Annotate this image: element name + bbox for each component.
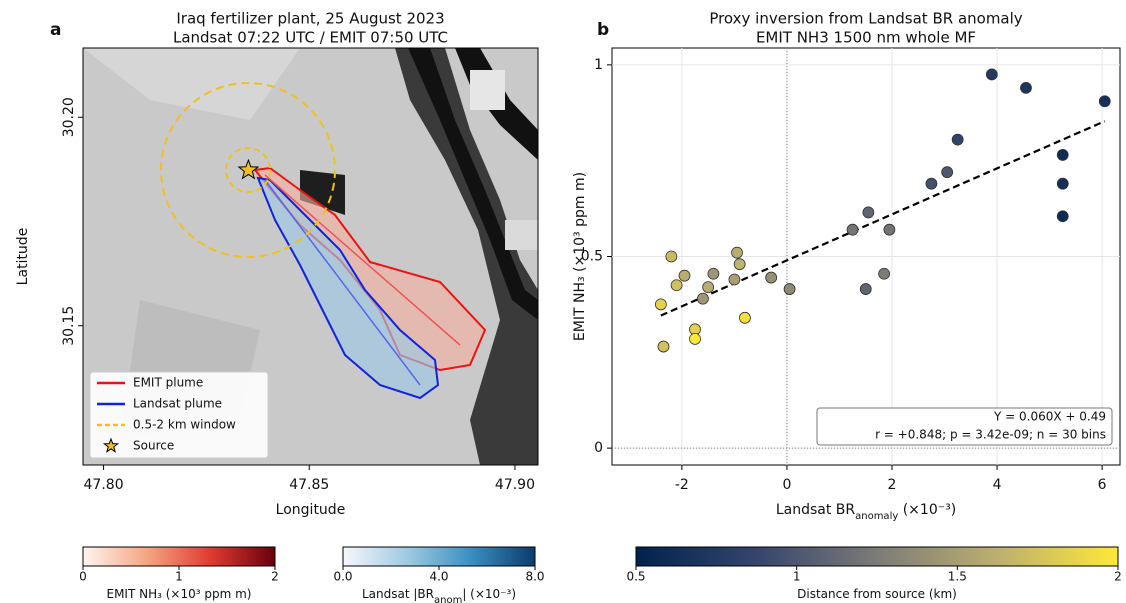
annotation-box (816, 407, 1113, 446)
point (951, 133, 964, 146)
x-axis-label: Longitude (276, 502, 346, 518)
y-axis-label-part: EMIT NH₃ (×10³ ppm m) (572, 172, 588, 341)
x-tick-label: 6 (1098, 477, 1107, 493)
colorbar-tick-label: 0 (79, 570, 87, 584)
x-axis-label-part: (×10⁻³) (898, 502, 956, 518)
y-tick-label: 30.15 (61, 306, 77, 346)
x-tick-label: 0 (782, 477, 791, 493)
point (862, 206, 875, 219)
point (1098, 95, 1111, 108)
colorbar-label: EMIT NH₃ (×10³ ppm m) (107, 587, 252, 601)
colorbar-tick-label: 2 (271, 570, 279, 584)
annotation: Y = 0.060X + 0.49 (993, 410, 1106, 424)
point (665, 250, 678, 263)
colorbar-label-part: | (×10⁻³) (462, 587, 516, 601)
colorbar-tick-label: 0.0 (333, 570, 352, 584)
legend-label: 0.5-2 km window (133, 418, 236, 432)
point (878, 267, 891, 280)
chart-title: Proxy inversion from Landsat BR anomaly (709, 10, 1022, 28)
chart-title: Iraq fertilizer plant, 25 August 2023 (176, 10, 444, 28)
panel-label: b (597, 20, 609, 40)
point (654, 298, 667, 311)
point (925, 177, 938, 190)
colorbar-tick-label: 1 (175, 570, 183, 584)
colorbar (82, 546, 276, 567)
x-axis-label-part: Landsat BR (776, 502, 856, 518)
colorbar (342, 546, 536, 567)
point (657, 340, 670, 353)
x-tick-label: 47.80 (84, 477, 124, 493)
point (846, 223, 859, 236)
colorbar-tick-label: 1.5 (948, 570, 967, 584)
source-marker (237, 158, 260, 180)
y-tick-label: 0 (594, 440, 603, 456)
point (728, 273, 741, 286)
colorbar-label-part: Distance from source (km) (797, 587, 957, 601)
point (883, 223, 896, 236)
point (731, 246, 743, 259)
point (702, 281, 715, 294)
y-tick-label: 0.5 (581, 249, 603, 265)
y-tick-label: 1 (594, 57, 603, 73)
legend-label: Landsat plume (133, 397, 222, 411)
point (707, 267, 720, 280)
annotation: r = +0.848; p = 3.42e-09; n = 30 bins (875, 428, 1106, 442)
point (689, 333, 701, 345)
chart-title: EMIT NH3 1500 nm whole MF (756, 29, 976, 47)
chart-title: Landsat 07:22 UTC / EMIT 07:50 UTC (173, 29, 448, 47)
colorbar-tick-label: 8.0 (525, 570, 544, 584)
point (765, 271, 778, 284)
y-axis-label: Latitude (15, 228, 31, 286)
x-axis-label-part: anomaly (855, 511, 898, 522)
colorbar-label-part: anom (434, 595, 462, 603)
y-tick-label: 30.20 (61, 97, 77, 137)
colorbar-label: Landsat |BRanom| (×10⁻³) (362, 587, 516, 603)
trend-line (660, 120, 1106, 317)
panel-label: a (50, 20, 61, 40)
legend-marker (102, 437, 120, 453)
point (859, 283, 872, 295)
point (1020, 81, 1032, 94)
colorbar (635, 546, 1119, 567)
colorbar-tick-label: 0.5 (626, 570, 645, 584)
colorbar-label: Distance from source (km) (797, 587, 957, 601)
colorbar-label-part: EMIT NH₃ (×10³ ppm m) (107, 587, 252, 601)
y-axis-label: EMIT NH₃ (×10³ ppm m) (572, 172, 588, 341)
x-tick-label: 47.85 (289, 477, 329, 493)
point (739, 311, 751, 324)
colorbar-tick-label: 1 (793, 570, 801, 584)
point (733, 258, 746, 271)
point (985, 68, 998, 81)
colorbar-tick-label: 4.0 (429, 570, 448, 584)
x-tick-label: 47.90 (495, 477, 535, 493)
map-frame (82, 47, 539, 466)
point (941, 166, 954, 179)
point (1056, 149, 1069, 161)
legend-box (89, 371, 269, 459)
point (678, 269, 691, 282)
x-tick-label: -2 (675, 477, 689, 493)
point (696, 292, 709, 305)
legend-label: EMIT plume (133, 376, 203, 390)
point (670, 279, 683, 292)
x-tick-label: 2 (888, 477, 897, 493)
x-tick-label: 4 (993, 477, 1002, 493)
legend-label: Source (133, 439, 174, 453)
point (783, 283, 796, 295)
colorbar-label-part: Landsat |BR (362, 587, 434, 601)
point (1056, 177, 1069, 190)
colorbar-tick-label: 2 (1114, 570, 1122, 584)
point (1056, 210, 1069, 223)
x-axis-label: Landsat BRanomaly (×10⁻³) (776, 502, 956, 522)
